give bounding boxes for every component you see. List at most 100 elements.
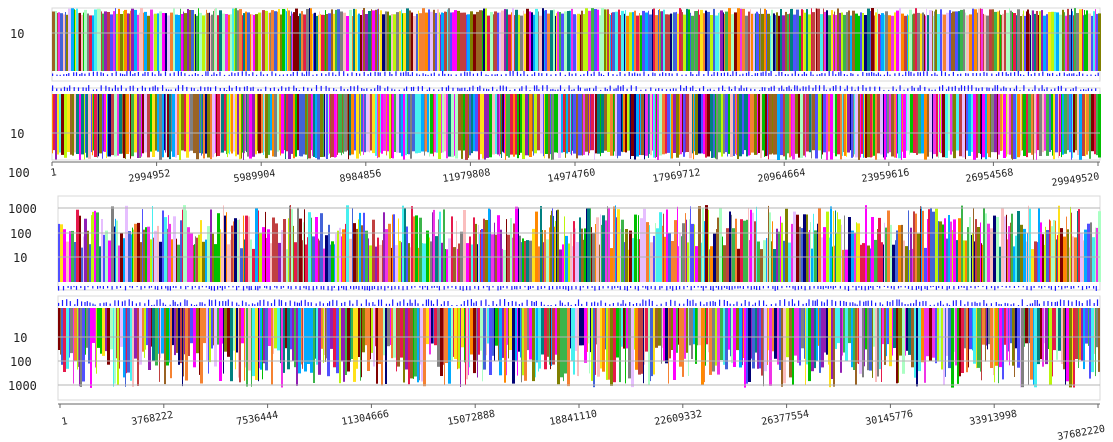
chart-2-upper-bar-491 [1029, 208, 1031, 282]
chart-1-lower-bar-52 [157, 94, 159, 152]
chart-2-upper-bar-440 [928, 209, 930, 282]
chart-1-upper-bar-234 [526, 8, 529, 72]
chart-1-lower-bar-95 [235, 94, 237, 157]
chart-1-lower-coverage-tick-115 [469, 87, 471, 91]
chart-1-upper-bar-78 [213, 11, 214, 71]
chart-1-lower-bar-136 [311, 94, 312, 151]
chart-1-upper-coverage-tick-207 [775, 74, 777, 76]
chart-2-lower-coverage-tick-148 [567, 302, 569, 306]
chart-1-upper-bar-173 [393, 14, 396, 72]
chart-1-lower-coverage-tick-189 [724, 89, 726, 91]
chart-1-upper-bar-391 [839, 12, 841, 71]
chart-1-lower-bar-435 [886, 94, 887, 158]
chart-2-upper-bar-252 [562, 244, 564, 282]
chart-2-upper-bar-443 [935, 208, 938, 282]
chart-1-lower-bar-33 [117, 94, 119, 156]
chart-1-upper-coverage-tick-134 [516, 71, 518, 76]
chart-2-upper-coverage-tick-93 [373, 286, 376, 289]
chart-1-upper-bar-344 [751, 13, 753, 72]
chart-2-lower-bar-491 [1048, 308, 1049, 349]
chart-2-upper-coverage-tick-230 [844, 286, 846, 290]
chart-2-lower-panel: 10 100 1000 [8, 295, 1101, 401]
chart-2-lower-bar-511 [1089, 308, 1091, 379]
chart-1-lower-bar-6 [64, 94, 67, 158]
chart-2-lower-bar-175 [413, 308, 414, 379]
chart-2-lower-coverage-tick-41 [196, 304, 198, 306]
chart-2-upper-bar-499 [1045, 226, 1046, 282]
chart-2-lower-bar-102 [260, 308, 262, 370]
chart-2-lower-bar-180 [421, 308, 423, 382]
chart-2-lower-coverage-tick-91 [368, 302, 370, 306]
chart-2-lower-bar-349 [759, 308, 761, 369]
chart-1-lower-coverage-tick-105 [438, 89, 440, 91]
chart-2-lower-bar-70 [196, 308, 199, 354]
chart-1-lower-bar-216 [463, 94, 465, 151]
chart-2-upper-bar-158 [383, 212, 385, 282]
chart-2-upper-coverage-tick-183 [693, 286, 695, 288]
chart-2-lower-coverage-tick-66 [278, 299, 280, 306]
chart-1-lower-coverage-tick-24 [141, 85, 143, 91]
chart-1-upper-bar-400 [860, 12, 862, 71]
chart-2-lower-coverage-tick-11 [94, 304, 96, 306]
chart-2-lower-bar-151 [361, 308, 362, 378]
chart-2-upper-bar-77 [221, 233, 223, 282]
chart-2-upper-bar-340 [731, 214, 732, 282]
chart-1-lower-coverage-tick-237 [888, 89, 890, 91]
chart-2-upper-bar-54 [173, 216, 176, 282]
chart-1-lower-coverage-tick-199 [759, 89, 761, 91]
chart-1-upper-coverage-tick-275 [1001, 72, 1004, 76]
chart-2-upper-coverage-tick-27 [161, 286, 163, 290]
chart-2-lower-bar-489 [1044, 308, 1045, 344]
chart-1-lower-bar-182 [391, 94, 392, 158]
chart-2-lower-bar-13 [82, 308, 85, 382]
chart-1-upper-bar-169 [385, 11, 387, 71]
chart-2-upper-coverage-tick-123 [482, 286, 485, 289]
chart-2-upper-bar-404 [856, 222, 857, 282]
chart-1-lower-bar-135 [308, 94, 311, 159]
chart-1-lower-bar-411 [843, 94, 844, 153]
chart-1-lower-bar-448 [909, 94, 910, 155]
chart-2-upper-coverage-tick-112 [438, 286, 440, 291]
chart-2-upper-bar-210 [483, 218, 485, 282]
chart-1-upper-panel: 10 [10, 7, 1101, 82]
chart-1-lower-coverage-tick-285 [1050, 89, 1052, 91]
chart-1-lower-bar-179 [386, 94, 387, 156]
chart-2-upper-bar-120 [305, 244, 307, 282]
chart-2-lower-bar-7 [73, 308, 74, 384]
chart-1-upper-bar-210 [473, 14, 476, 72]
chart-1-upper-coverage-tick-137 [526, 74, 529, 76]
chart-1-upper-bar-364 [787, 14, 789, 72]
chart-1-upper-bar-290 [640, 15, 642, 72]
chart-1-lower-bar-184 [394, 94, 396, 152]
chart-2-lower-coverage-tick-30 [162, 302, 164, 306]
chart-2-upper-coverage-tick-108 [426, 286, 429, 290]
chart-1-upper-bar-175 [399, 11, 401, 71]
chart-1-xtick-label-9: 26954568 [965, 167, 1014, 185]
chart-1-upper-bar-450 [963, 9, 965, 71]
chart-1-upper-coverage-tick-8 [79, 74, 81, 76]
chart-1-upper-coverage-tick-96 [389, 71, 391, 76]
chart-1-lower-coverage-tick-98 [410, 87, 413, 91]
chart-1-upper-bar-451 [965, 12, 966, 72]
chart-2-upper-coverage-tick-281 [1022, 286, 1024, 288]
chart-1-upper-bar-129 [309, 8, 310, 72]
chart-1-upper-bar-488 [1032, 10, 1034, 71]
chart-2-upper-bar-64 [194, 244, 195, 282]
chart-1-upper-bar-382 [823, 8, 824, 72]
chart-2-upper-coverage-tick-298 [1081, 286, 1084, 291]
chart-2-upper-bar-161 [391, 247, 392, 282]
chart-1-lower-bar-523 [1059, 94, 1060, 156]
chart-1-lower-coverage-tick-290 [1070, 89, 1072, 91]
chart-2-upper-bar-48 [162, 210, 164, 282]
chart-1-lower-bar-265 [558, 94, 561, 158]
chart-2-lower-coverage-tick-19 [124, 300, 126, 306]
chart-1-upper-coverage-tick-281 [1020, 74, 1022, 76]
chart-2-upper-coverage-tick-41 [208, 286, 210, 289]
chart-1-upper-bar-494 [1043, 15, 1046, 71]
chart-2-lower-bar-224 [507, 308, 508, 345]
chart-1-lower-coverage-tick-170 [658, 88, 660, 91]
chart-2-upper-bar-265 [586, 208, 587, 282]
chart-2-upper-coverage-tick-9 [92, 286, 94, 289]
chart-1-lower-coverage-tick-15 [108, 87, 110, 91]
chart-1-upper-coverage-tick-158 [607, 72, 609, 76]
